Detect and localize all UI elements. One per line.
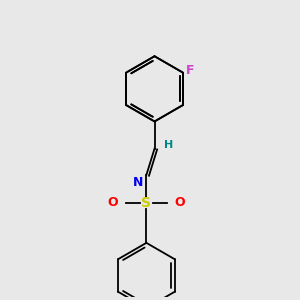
Text: H: H	[164, 140, 174, 151]
Text: F: F	[186, 64, 194, 77]
Text: O: O	[175, 196, 185, 209]
Text: N: N	[133, 176, 143, 189]
Text: O: O	[108, 196, 118, 209]
Text: S: S	[141, 196, 152, 210]
